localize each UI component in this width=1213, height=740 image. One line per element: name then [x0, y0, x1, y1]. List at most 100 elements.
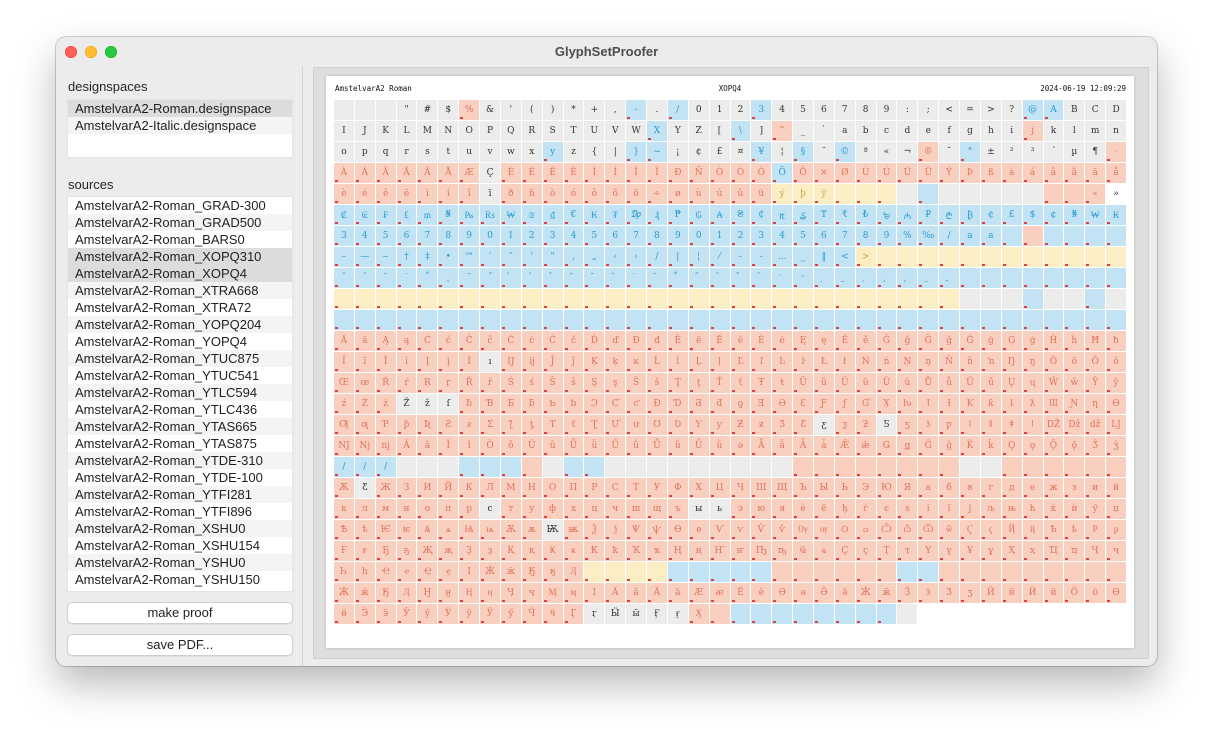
zoom-window-button[interactable]: [105, 46, 117, 58]
glyph-cell: ·: [1106, 141, 1126, 163]
source-item[interactable]: AmstelvarA2-Roman_YTUC875: [68, 350, 292, 367]
glyph-cell: [772, 561, 793, 582]
glyph-cell: Ʈ: [584, 414, 605, 436]
glyph-cell: [730, 456, 751, 478]
glyph-cell: [1064, 288, 1085, 310]
make-proof-button[interactable]: make proof: [67, 602, 293, 624]
source-item[interactable]: AmstelvarA2-Roman_YTFI281: [68, 486, 292, 503]
source-item[interactable]: AmstelvarA2-Roman_GRAD500: [68, 214, 292, 231]
glyph-cell: [772, 456, 793, 478]
glyph-cell: ƅ: [563, 393, 584, 415]
glyph-cell: ǋ: [354, 435, 375, 457]
glyph-cell: ø: [667, 183, 688, 205]
designspace-item[interactable]: AmstelvarA2-Italic.designspace: [68, 117, 292, 134]
glyph-cell: Ǝ: [751, 393, 772, 415]
glyph-cell: Ѷ: [751, 519, 772, 540]
source-item[interactable]: AmstelvarA2-Roman_YSHU0: [68, 554, 292, 571]
close-window-button[interactable]: [65, 46, 77, 58]
glyph-cell: О: [542, 477, 563, 499]
proof-preview[interactable]: XOPQ4 AmstelvarA2 Roman 2024-06-19 12:09…: [313, 67, 1149, 659]
glyph-cell: д: [1001, 477, 1022, 499]
glyph-cell: Ŧ: [751, 372, 772, 394]
source-item[interactable]: AmstelvarA2-Roman_YTDE-310: [68, 452, 292, 469]
source-item[interactable]: AmstelvarA2-Roman_XOPQ4: [68, 265, 292, 282]
glyph-cell: ₸: [813, 204, 834, 226]
glyph-cell: [1064, 267, 1085, 289]
glyph-cell: [918, 246, 939, 268]
source-item[interactable]: AmstelvarA2-Roman_YTDE-100: [75, 470, 263, 485]
source-item[interactable]: AmstelvarA2-Roman_YOPQ4: [75, 334, 247, 349]
glyph-cell: [688, 288, 709, 310]
glyph-cell: ý: [772, 183, 793, 205]
sources-list[interactable]: AmstelvarA2-Roman_GRAD-300 AmstelvarA2-Ro…: [67, 196, 293, 592]
glyph-cell: Ņ: [897, 351, 918, 373]
split-divider[interactable]: [302, 66, 303, 666]
glyph-cell: ǥ: [897, 435, 918, 457]
glyph-cell: Ғ: [334, 540, 354, 561]
source-item[interactable]: AmstelvarA2-Roman_YTUC541: [75, 368, 260, 383]
glyph-cell: 8: [855, 225, 876, 247]
glyph-cell: ү: [939, 540, 960, 561]
glyph-cell: [772, 288, 793, 310]
glyph-cell: Î: [626, 162, 647, 184]
glyph-cell: ҳ: [1022, 540, 1043, 561]
glyph-cell: Ư: [605, 414, 626, 436]
glyph-cell: l: [1064, 120, 1085, 142]
glyph-cell: [960, 603, 980, 624]
glyph-cell: ф: [542, 498, 563, 519]
source-item[interactable]: AmstelvarA2-Roman_YTAS875: [75, 436, 257, 451]
glyph-cell: ƥ: [396, 414, 417, 436]
glyph-cell: Ӏ: [459, 561, 480, 582]
glyph-cell: [960, 246, 980, 268]
source-item[interactable]: AmstelvarA2-Roman_BARS0: [75, 232, 245, 247]
glyph-cell: ̈: [647, 267, 667, 289]
glyph-cell: [709, 456, 730, 478]
glyph-cell: Ų: [1001, 372, 1022, 394]
glyph-cell: [980, 309, 1001, 331]
glyph-cell: р: [459, 498, 480, 519]
glyph-cell: ь: [709, 498, 730, 519]
source-item[interactable]: AmstelvarA2-Roman_YTLC594: [68, 384, 292, 401]
glyph-cell: Ŗ: [417, 372, 438, 394]
glyph-cell: [354, 309, 375, 331]
glyph-cell: И: [417, 477, 438, 499]
glyph-cell: m: [1085, 120, 1106, 142]
glyph-cell: Щ: [772, 477, 793, 499]
glyph-cell: Ҧ: [751, 540, 772, 561]
source-item[interactable]: AmstelvarA2-Roman_YSHU150: [75, 572, 260, 587]
glyph-cell: [438, 309, 459, 331]
save-pdf-button[interactable]: save PDF...: [67, 634, 293, 656]
glyph-cell: Ɩ: [918, 393, 939, 415]
glyph-cell: Ƒ: [813, 393, 834, 415]
source-item[interactable]: AmstelvarA2-Roman_YTFI896: [75, 504, 253, 519]
glyph-cell: R: [521, 120, 542, 142]
source-item[interactable]: AmstelvarA2-Roman_YTAS665: [68, 418, 292, 435]
glyph-cell: ǩ: [980, 435, 1001, 457]
glyph-cell: [647, 561, 667, 582]
glyph-cell: ĥ: [1064, 330, 1085, 352]
source-item[interactable]: AmstelvarA2-Roman_YOPQ204: [68, 316, 292, 333]
minimize-window-button[interactable]: [85, 46, 97, 58]
glyph-cell: җ: [438, 540, 459, 561]
source-item[interactable]: AmstelvarA2-Roman_YTLC436: [75, 402, 258, 417]
glyph-cell: %: [459, 100, 480, 121]
source-item[interactable]: AmstelvarA2-Roman_GRAD-300: [75, 198, 266, 213]
glyph-cell: ӏ: [584, 582, 605, 603]
glyph-cell: Ǌ: [334, 435, 354, 457]
glyph-cell: [334, 100, 354, 121]
designspace-item[interactable]: AmstelvarA2-Roman.designspace: [68, 100, 292, 117]
glyph-cell: U: [584, 120, 605, 142]
glyph-cell: j: [1022, 120, 1043, 142]
glyph-cell: ˙: [396, 267, 417, 289]
source-item[interactable]: AmstelvarA2-Roman_XTRA668: [68, 282, 292, 299]
glyph-cell: ğ: [939, 330, 960, 352]
source-item[interactable]: AmstelvarA2-Roman_XSHU154: [75, 538, 260, 553]
glyph-cell: [605, 456, 626, 478]
source-item[interactable]: AmstelvarA2-Roman_XTRA72: [75, 300, 252, 315]
glyph-cell: è: [334, 183, 354, 205]
source-item[interactable]: AmstelvarA2-Roman_XSHU0: [68, 520, 292, 537]
designspaces-list[interactable]: AmstelvarA2-Roman.designspace AmstelvarA2…: [67, 99, 293, 158]
source-item[interactable]: AmstelvarA2-Roman_XOPQ310: [68, 248, 292, 265]
glyph-cell: љ: [980, 498, 1001, 519]
glyph-cell: [459, 456, 480, 478]
